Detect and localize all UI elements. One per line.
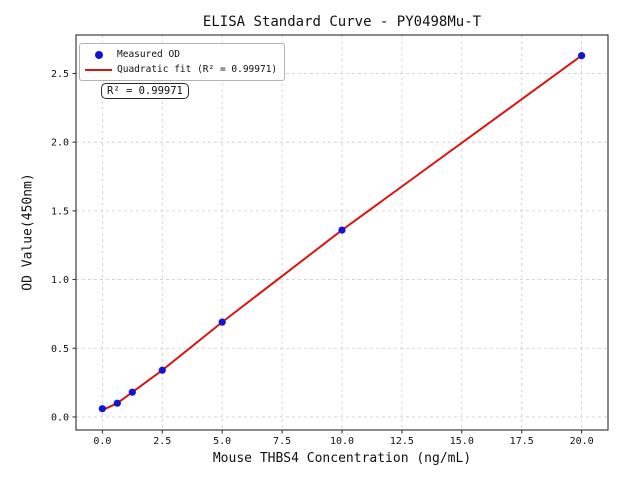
gridlines [76,35,608,430]
measured-od-dot-icon [94,50,103,59]
x-tick-label: 15.0 [450,436,474,447]
y-axis-label: OD Value(450nm) [20,173,36,291]
data-point [218,318,226,326]
data-point [158,366,166,374]
x-tick-label: 5.0 [213,436,231,447]
tick-marks [72,72,583,434]
x-tick-label: 12.5 [390,436,414,447]
x-axis-label: Mouse THBS4 Concentration (ng/mL) [212,451,472,466]
legend-marker-cell [80,68,117,71]
fit-line-swatch-icon [85,68,112,71]
legend-marker-cell [80,50,117,59]
x-tick-label: 10.0 [330,436,354,447]
data-point [578,52,586,60]
x-tick-label: 17.5 [510,436,534,447]
data-point [338,226,346,234]
data-point [98,405,106,413]
data-point [113,399,121,407]
y-tick-label: 2.5 [51,69,69,80]
x-tick-label: 0.0 [93,436,111,447]
legend-item-quadratic-fit: Quadratic fit (R² = 0.99971) [80,62,277,77]
y-tick-label: 1.5 [51,206,69,217]
measured-od-points [98,52,586,413]
r-squared-annotation: R² = 0.99971 [101,83,189,99]
y-tick-label: 2.0 [51,138,69,149]
y-tick-label: 0.5 [51,344,69,355]
legend-item-measured-od: Measured OD [80,47,277,62]
y-tick-label: 0.0 [51,412,69,423]
y-tick-label: 1.0 [51,275,69,286]
data-point [128,388,136,396]
x-tick-label: 7.5 [273,436,291,447]
x-tick-label: 20.0 [570,436,594,447]
legend-label-measured-od: Measured OD [117,49,180,60]
legend-label-quadratic-fit: Quadratic fit (R² = 0.99971) [117,64,278,75]
chart-title: ELISA Standard Curve - PY0498Mu-T [202,14,482,30]
tick-labels: 0.0 2.5 5.0 7.5 10.0 12.5 15.0 17.5 20.0 0.0 0.5 1.… [51,69,594,447]
x-tick-label: 2.5 [153,436,171,447]
legend: Measured OD Quadratic fit (R² = 0.99971) [79,43,286,81]
